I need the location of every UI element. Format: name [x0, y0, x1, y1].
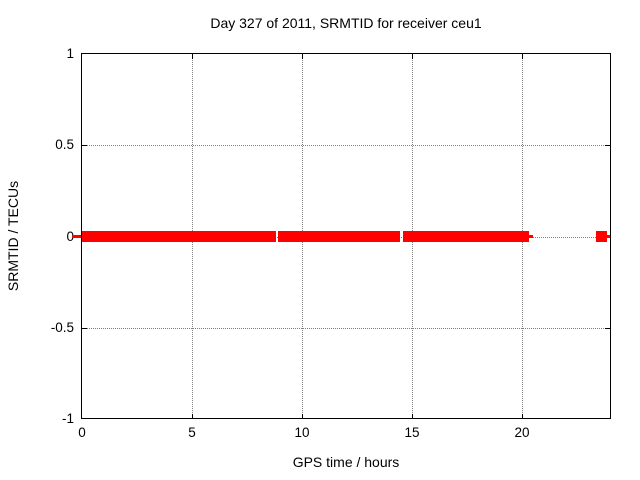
- y-tick-left-0.5: [82, 145, 87, 147]
- data-segment: [402, 231, 530, 242]
- data-segment: [278, 231, 400, 242]
- y-tick-label--1: -1: [61, 411, 74, 426]
- x-tick-label-5: 5: [188, 425, 196, 440]
- x-tick-top-10: [302, 54, 303, 59]
- data-line-thin: [529, 235, 533, 238]
- y-tick-label-0: 0: [66, 228, 74, 244]
- y-tick-right--0.5: [605, 327, 610, 329]
- x-axis-label: GPS time / hours: [292, 454, 400, 470]
- x-tick-top-15: [412, 54, 413, 59]
- x-tick-label-20: 20: [514, 425, 530, 440]
- x-tick-bottom-15: [412, 414, 413, 419]
- data-line-thin: [72, 235, 81, 238]
- gridline-y-0.5: [82, 145, 610, 147]
- y-tick-left--0.5: [82, 327, 87, 329]
- y-tick-label-1: 1: [66, 46, 74, 61]
- x-tick-bottom-5: [192, 414, 193, 419]
- x-tick-label-10: 10: [294, 425, 310, 440]
- data-segment: [595, 231, 607, 242]
- data-line-thin: [606, 235, 610, 238]
- y-tick-right-0.5: [605, 145, 610, 147]
- x-tick-label-0: 0: [78, 425, 86, 440]
- data-segment: [82, 231, 277, 242]
- x-tick-bottom-20: [522, 414, 523, 419]
- y-tick-label--0.5: -0.5: [50, 319, 74, 335]
- chart-title: Day 327 of 2011, SRMTID for receiver ceu…: [210, 15, 482, 31]
- gridline-y--0.5: [82, 327, 610, 329]
- x-tick-label-15: 15: [404, 425, 420, 440]
- y-tick-label-0.5: 0.5: [55, 137, 74, 153]
- x-tick-top-5: [192, 54, 193, 59]
- x-tick-bottom-10: [302, 414, 303, 419]
- x-tick-top-20: [522, 54, 523, 59]
